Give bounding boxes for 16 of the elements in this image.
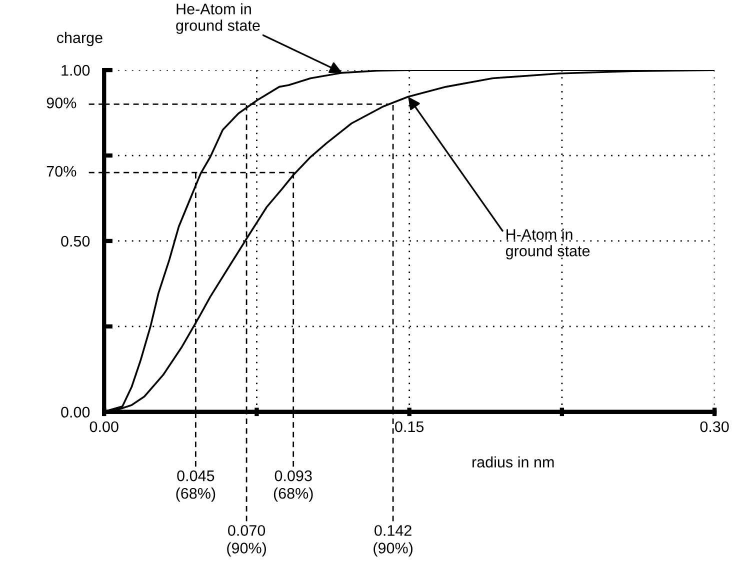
y-tick-label: 1.00	[62, 64, 90, 76]
ref-line-label: 90%	[46, 98, 76, 108]
y-tick-label: 0.50	[61, 236, 90, 247]
annotation: H-Atom in ground state	[506, 228, 590, 260]
ref-line-label: 0.142 (90%)	[374, 525, 412, 556]
ref-line-label: 0.045 (68%)	[176, 470, 216, 502]
y-axis-title: charge	[56, 32, 102, 46]
annotation: He-Atom in ground state	[176, 3, 260, 34]
ref-line-label: 0.070 (90%)	[227, 525, 266, 556]
x-axis-title: radius in nm	[472, 456, 554, 468]
x-tick-label: 0.15	[395, 421, 424, 432]
ref-line-label: 0.093 (68%)	[274, 470, 313, 502]
y-tick-label: 0.00	[61, 406, 90, 418]
ref-line-label: 70%	[46, 166, 76, 177]
x-tick-label: 0.00	[90, 421, 118, 432]
x-tick-label: 0.30	[700, 421, 729, 432]
